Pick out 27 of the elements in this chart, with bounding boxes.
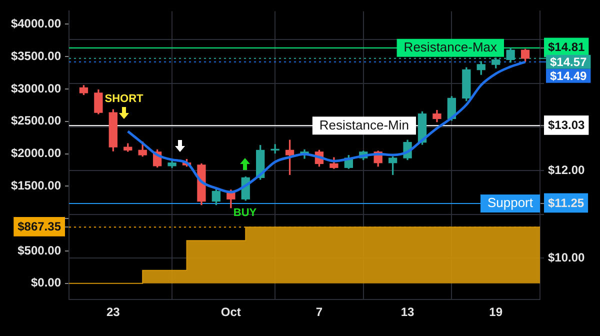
x-tick-label: 19 — [489, 305, 503, 320]
ref-line-label: Resistance-Max — [404, 39, 498, 54]
y2-tick-label: $11.25 — [548, 196, 584, 210]
x-tick-label: Oct — [220, 305, 241, 320]
y-tick-label: $4000.00 — [10, 16, 62, 30]
y-tick-label: $2500.00 — [10, 114, 62, 128]
y2-tick-label: $10.00 — [548, 250, 586, 264]
x-tick-label: 7 — [316, 305, 323, 320]
ref-line-label: Support — [487, 195, 534, 210]
y2-tick-label: $14.81 — [548, 40, 586, 54]
annotation: SHORT — [104, 93, 144, 106]
ref-line-label: Resistance-Min — [319, 117, 410, 132]
annotation: BUY — [233, 207, 258, 220]
y-tick-label: $867.35 — [18, 220, 62, 234]
y-tick-label: $2000.00 — [10, 146, 62, 160]
y-tick-label: $3500.00 — [10, 48, 62, 63]
y-tick-label: $0.00 — [30, 276, 62, 290]
y-tick-label: $3000.00 — [10, 81, 62, 96]
x-tick-label: 23 — [106, 305, 120, 320]
ref-line-label: $14.57 — [550, 55, 588, 70]
y2-tick-label: $12.00 — [548, 163, 586, 178]
candlestick — [270, 144, 280, 154]
y-tick-label: $500.00 — [18, 243, 62, 258]
y-tick-label: $1500.00 — [10, 178, 62, 192]
y2-tick-label: $13.03 — [548, 118, 586, 132]
x-tick-label: 13 — [400, 305, 415, 320]
legend-label: $14.49 — [550, 69, 588, 84]
